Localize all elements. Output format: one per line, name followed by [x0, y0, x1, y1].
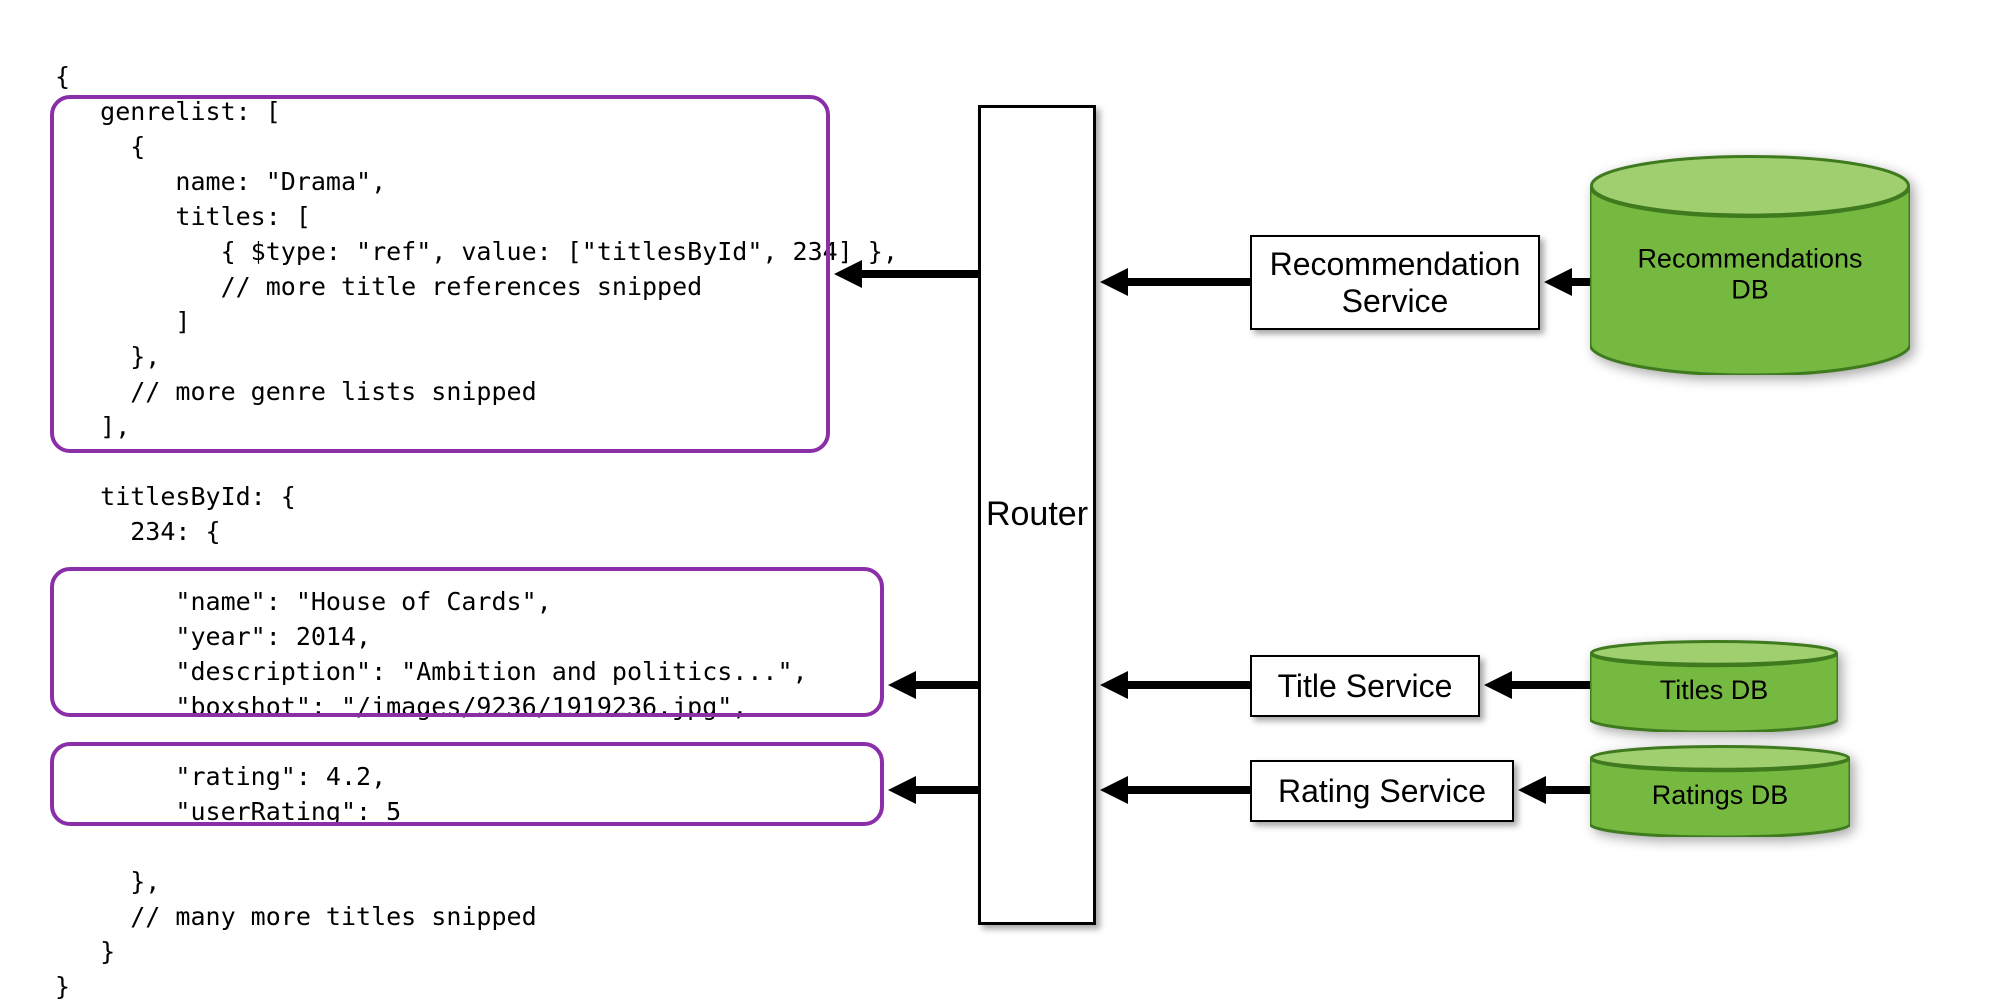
rating-fields-box [50, 742, 884, 826]
title-service-label: Title Service [1278, 668, 1453, 705]
recommendation-service-label: RecommendationService [1270, 246, 1521, 320]
genrelist-box [50, 95, 830, 453]
router-label: Router [986, 495, 1088, 534]
recommendations-db: RecommendationsDB [1590, 155, 1910, 375]
recommendations-db-label: RecommendationsDB [1590, 243, 1910, 305]
titles-db-label: Titles DB [1590, 675, 1838, 706]
ratings-db: Ratings DB [1590, 745, 1850, 837]
title-fields-box [50, 567, 884, 717]
rating-service: Rating Service [1250, 760, 1514, 822]
diagram-stage: { genrelist: [ { name: "Drama", titles: … [0, 0, 1992, 1008]
titles-db: Titles DB [1590, 640, 1838, 732]
title-service: Title Service [1250, 655, 1480, 717]
router-box: Router [978, 105, 1096, 925]
recommendation-service: RecommendationService [1250, 235, 1540, 330]
rating-service-label: Rating Service [1278, 773, 1486, 810]
ratings-db-label: Ratings DB [1590, 780, 1850, 811]
